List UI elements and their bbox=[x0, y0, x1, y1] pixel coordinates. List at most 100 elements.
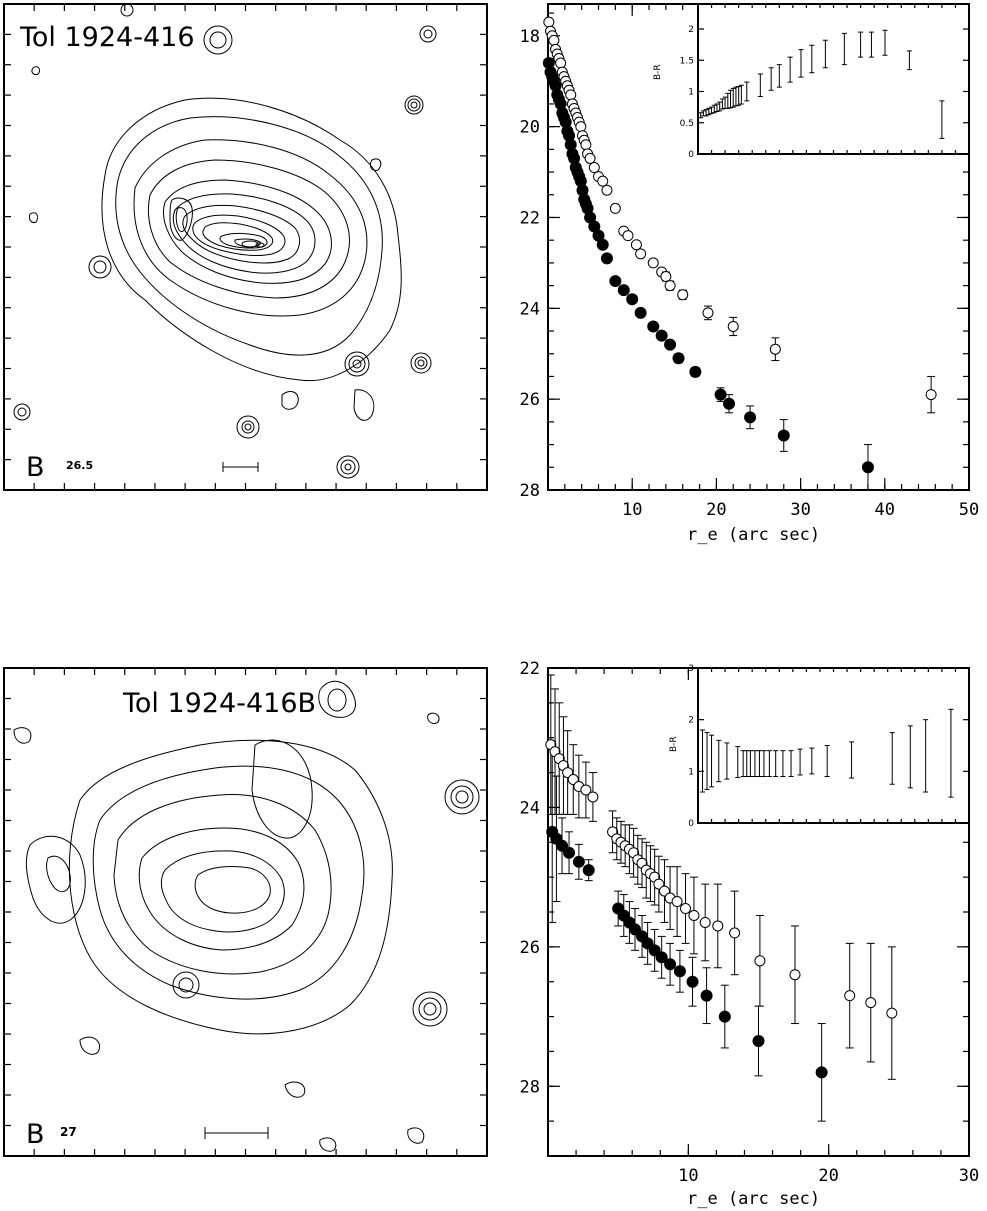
object-title: Tol 1924-416B bbox=[122, 688, 316, 719]
y-tick-label: 28 bbox=[520, 481, 540, 501]
data-point-open bbox=[609, 202, 621, 214]
data-point-filled bbox=[629, 923, 642, 936]
contour-map-tol-1924-416: Tol 1924-416 B 26.5 bbox=[3, 3, 488, 491]
x-tick-label: 10 bbox=[678, 1166, 698, 1186]
data-point-open bbox=[647, 257, 659, 269]
data-point-open bbox=[844, 990, 856, 1002]
data-point-open bbox=[865, 997, 877, 1009]
x-tick-labels: 10 20 30 40 50 bbox=[622, 500, 979, 520]
data-point-filled bbox=[609, 275, 622, 288]
inset-y-tick-label: 0.5 bbox=[680, 119, 694, 129]
inset-y-tick-labels: 0 1 2 3 bbox=[688, 664, 694, 829]
y-tick-label: 20 bbox=[520, 118, 540, 138]
data-point-open bbox=[660, 271, 672, 283]
x-tick-label: 40 bbox=[875, 500, 895, 520]
inset-points bbox=[698, 29, 945, 139]
data-point-filled bbox=[815, 1066, 828, 1079]
x-tick-label: 30 bbox=[959, 1166, 979, 1186]
y-tick-labels: 18 20 22 24 26 28 bbox=[520, 27, 540, 501]
inset-y-tick-label: 0 bbox=[688, 150, 694, 160]
data-point-filled bbox=[718, 1010, 731, 1023]
data-point-open bbox=[601, 184, 613, 196]
contour-frame-ticks bbox=[4, 668, 487, 1156]
band-label: B bbox=[26, 452, 45, 483]
data-point-open bbox=[925, 389, 937, 401]
x-tick-label: 10 bbox=[622, 500, 642, 520]
inset-y-axis-label: B-R bbox=[669, 736, 679, 752]
inset-y-axis-label: B-R bbox=[653, 64, 663, 80]
y-tick-labels: 22 24 26 28 bbox=[520, 659, 540, 1097]
object-title: Tol 1924-416 bbox=[19, 22, 195, 53]
data-point-open bbox=[543, 16, 555, 28]
data-point-filled bbox=[634, 306, 647, 319]
data-point-filled bbox=[700, 989, 713, 1002]
scale-bar bbox=[222, 462, 259, 472]
contour-frame-ticks bbox=[4, 4, 487, 490]
inset-y-tick-label: 3 bbox=[688, 664, 694, 674]
data-point-filled bbox=[626, 293, 639, 306]
data-point-filled bbox=[600, 252, 613, 265]
data-point-filled bbox=[596, 238, 609, 251]
data-point-filled bbox=[689, 365, 702, 378]
inset-ticks bbox=[698, 667, 969, 824]
y-tick-label: 24 bbox=[520, 299, 540, 319]
data-point-open bbox=[699, 916, 711, 928]
data-point-open bbox=[677, 289, 689, 301]
data-point-filled bbox=[686, 975, 699, 988]
data-point-filled bbox=[664, 338, 677, 351]
data-point-open bbox=[597, 175, 609, 187]
data-point-open bbox=[555, 57, 567, 69]
y-tick-label: 18 bbox=[520, 27, 540, 47]
data-point-open bbox=[635, 248, 647, 260]
data-point-filled bbox=[648, 944, 661, 957]
data-point-filled bbox=[572, 855, 585, 868]
data-point-filled bbox=[563, 846, 576, 859]
data-point-open bbox=[680, 903, 692, 915]
data-point-open bbox=[580, 139, 592, 151]
y-tick-label: 26 bbox=[520, 938, 540, 958]
data-point-open bbox=[622, 230, 634, 242]
data-points bbox=[545, 674, 898, 1122]
data-point-filled bbox=[664, 958, 677, 971]
color-inset: 0 1 2 3 B-R bbox=[669, 664, 970, 829]
y-tick-label: 26 bbox=[520, 390, 540, 410]
y-tick-label: 24 bbox=[520, 798, 540, 818]
x-tick-label: 20 bbox=[706, 500, 726, 520]
data-point-open bbox=[886, 1007, 898, 1019]
field-stars bbox=[13, 3, 437, 479]
data-point-filled bbox=[582, 864, 595, 877]
inset-y-tick-label: 2 bbox=[688, 716, 694, 726]
data-point-filled bbox=[744, 411, 757, 424]
data-point-open bbox=[769, 343, 781, 355]
data-point-open bbox=[789, 969, 801, 981]
contour-level-label: 26.5 bbox=[66, 459, 93, 472]
data-point-open bbox=[580, 784, 592, 796]
data-point-open bbox=[565, 89, 577, 101]
inset-y-tick-label: 1 bbox=[688, 767, 694, 777]
data-point-open bbox=[754, 955, 766, 967]
data-point-filled bbox=[673, 965, 686, 978]
galaxy-isophotes bbox=[101, 97, 402, 382]
data-point-open bbox=[587, 791, 599, 803]
band-label: B bbox=[26, 1119, 45, 1150]
data-point-filled bbox=[723, 397, 736, 410]
color-inset: 0 0.5 1 1.5 2 B-R bbox=[653, 3, 970, 160]
x-tick-label: 30 bbox=[790, 500, 810, 520]
data-point-open bbox=[688, 909, 700, 921]
data-point-filled bbox=[672, 352, 685, 365]
inset-points bbox=[700, 708, 954, 798]
inset-ticks bbox=[698, 4, 969, 155]
inset-frame bbox=[697, 3, 970, 155]
x-tick-label: 20 bbox=[818, 1166, 838, 1186]
data-point-filled bbox=[655, 329, 668, 342]
y-tick-label: 28 bbox=[520, 1077, 540, 1097]
contour-map-tol-1924-416b: Tol 1924-416B B 27 bbox=[3, 667, 488, 1157]
x-axis-label: r_e (arc sec) bbox=[687, 1189, 820, 1209]
galaxy-isophotes bbox=[25, 739, 393, 1035]
inset-y-tick-label: 1 bbox=[688, 88, 694, 98]
x-tick-labels: 10 20 30 bbox=[678, 1166, 979, 1186]
inset-y-tick-label: 2 bbox=[688, 25, 694, 35]
data-point-open bbox=[630, 239, 642, 251]
field-stars bbox=[13, 680, 480, 1152]
